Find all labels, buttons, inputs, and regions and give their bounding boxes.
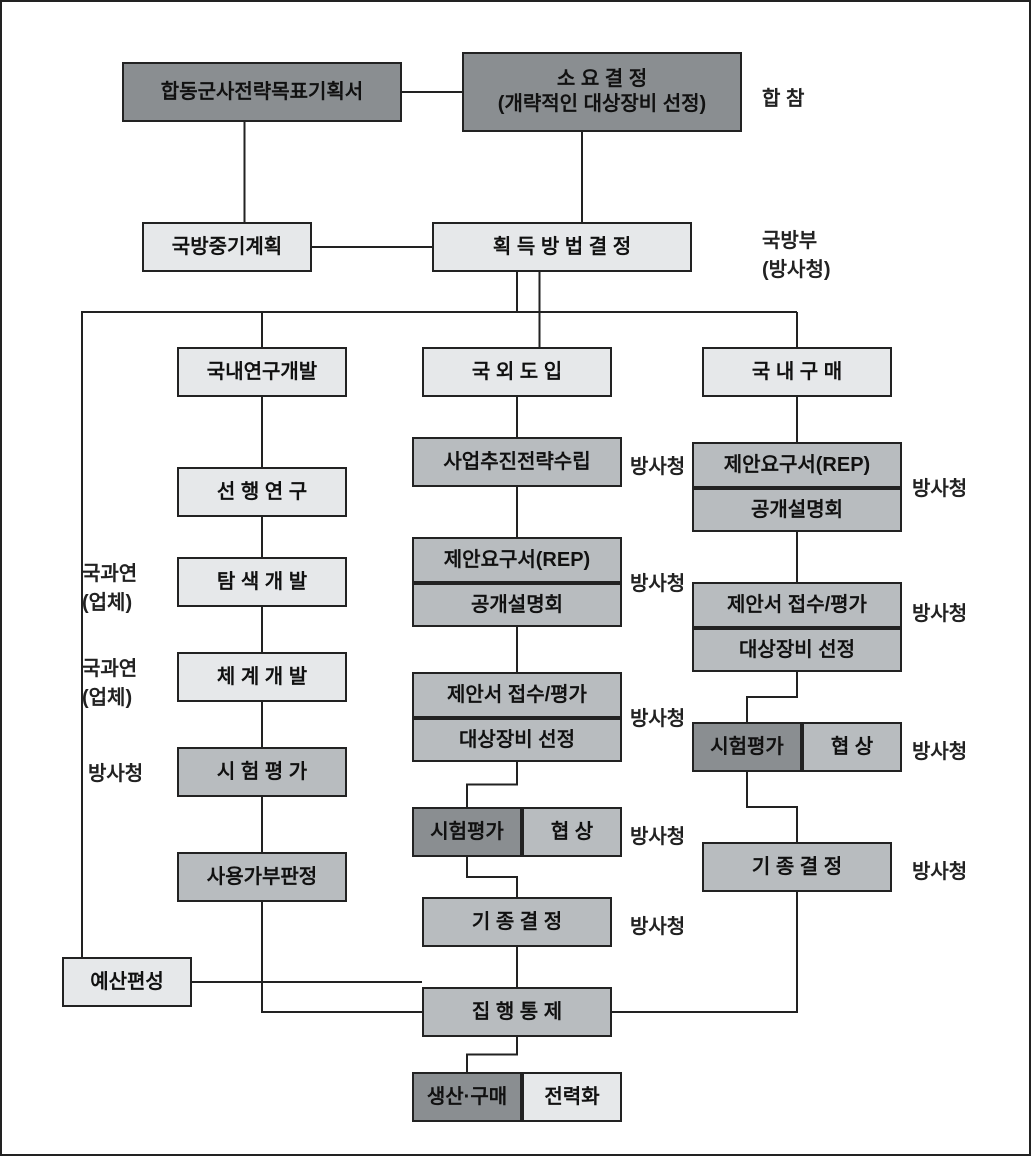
node-b1: 국 외 도 입 [422,347,612,397]
node-b7: 집 행 통 제 [422,987,612,1037]
label-2: 국과연 (업체) [82,557,137,615]
label-7: 방사청 [630,702,685,731]
node-b2: 사업추진전략수립 [412,437,622,487]
node-b4b: 대상장비 선정 [412,718,622,762]
node-n2: 소 요 결 정 (개략적인 대상장비 선정) [462,52,742,132]
node-c4a: 시험평가 [692,722,802,772]
label-10: 방사청 [912,472,967,501]
label-4: 방사청 [88,757,143,786]
label-13: 방사청 [912,855,967,884]
node-a1: 국내연구개발 [177,347,347,397]
node-c1: 국 내 구 매 [702,347,892,397]
node-b4a: 제안서 접수/평가 [412,672,622,718]
node-n3: 국방중기계획 [142,222,312,272]
label-1: 국방부 (방사청) [762,224,831,282]
label-8: 방사청 [630,820,685,849]
node-b8b: 전력화 [522,1072,622,1122]
node-a3: 탐 색 개 발 [177,557,347,607]
label-6: 방사청 [630,567,685,596]
label-5: 방사청 [630,450,685,479]
node-c5: 기 종 결 정 [702,842,892,892]
node-c4b: 협 상 [802,722,902,772]
node-c3b: 대상장비 선정 [692,628,902,672]
label-12: 방사청 [912,735,967,764]
node-c2b: 공개설명회 [692,488,902,532]
label-9: 방사청 [630,910,685,939]
node-n1: 합동군사전략목표기획서 [122,62,402,122]
label-3: 국과연 (업체) [82,652,137,710]
node-c2a: 제안요구서(REP) [692,442,902,488]
node-b5a: 시험평가 [412,807,522,857]
node-b8a: 생산·구매 [412,1072,522,1122]
label-11: 방사청 [912,597,967,626]
node-c3a: 제안서 접수/평가 [692,582,902,628]
node-b3b: 공개설명회 [412,583,622,627]
diagram-canvas: 합동군사전략목표기획서 소 요 결 정 (개략적인 대상장비 선정) 국방중기계획 획… [0,0,1031,1156]
node-b6: 기 종 결 정 [422,897,612,947]
node-b5b: 협 상 [522,807,622,857]
node-a6: 사용가부판정 [177,852,347,902]
node-a4: 체 계 개 발 [177,652,347,702]
node-b3a: 제안요구서(REP) [412,537,622,583]
node-bud: 예산편성 [62,957,192,1007]
node-a5: 시 험 평 가 [177,747,347,797]
node-a2: 선 행 연 구 [177,467,347,517]
label-0: 합 참 [762,82,804,111]
node-n4: 획 득 방 법 결 정 [432,222,692,272]
